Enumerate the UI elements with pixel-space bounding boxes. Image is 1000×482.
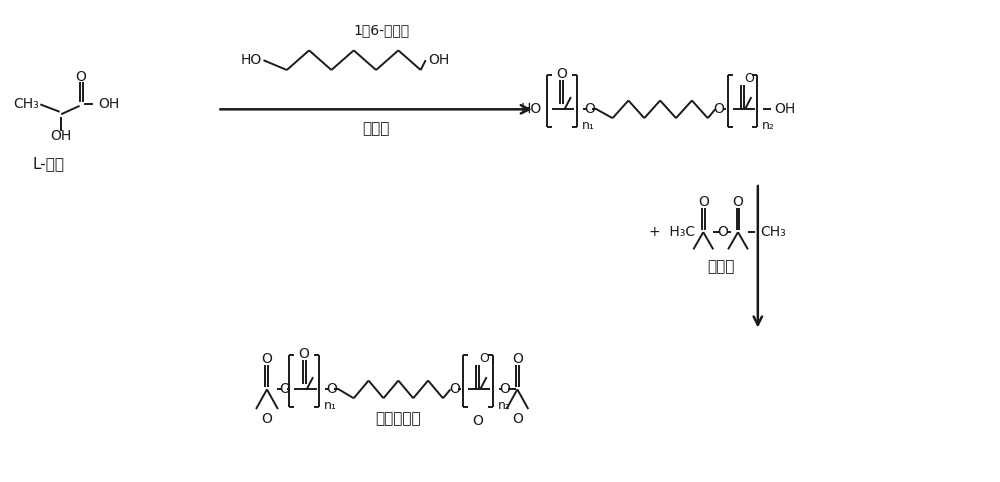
Text: O: O [279, 382, 290, 396]
Text: CH₃: CH₃ [13, 97, 39, 111]
Text: n₁: n₁ [324, 399, 337, 412]
Text: O: O [584, 102, 595, 116]
Text: O: O [299, 347, 310, 361]
Text: O: O [714, 102, 725, 116]
Text: OH: OH [775, 102, 796, 116]
Text: n₂: n₂ [498, 399, 510, 412]
Text: O: O [718, 225, 729, 239]
Text: OH: OH [98, 97, 120, 111]
Text: 乙酸鄢: 乙酸鄢 [707, 259, 734, 274]
Text: O: O [262, 352, 272, 366]
Text: +  H₃C: + H₃C [649, 225, 695, 239]
Text: O: O [449, 382, 460, 396]
Text: L-乳酸: L-乳酸 [33, 156, 65, 171]
Text: 1，6-己二醇: 1，6-己二醇 [353, 24, 409, 38]
Text: O: O [472, 415, 483, 428]
Text: HO: HO [521, 102, 542, 116]
Text: 催化剂: 催化剂 [362, 121, 390, 136]
Text: n₂: n₂ [762, 119, 775, 132]
Text: O: O [479, 352, 489, 365]
Text: O: O [512, 412, 523, 426]
Text: OH: OH [51, 129, 72, 143]
Text: O: O [76, 70, 86, 84]
Text: OH: OH [428, 53, 449, 67]
Text: CH₃: CH₃ [760, 225, 786, 239]
Text: O: O [500, 382, 510, 396]
Text: O: O [698, 195, 709, 209]
Text: n₁: n₁ [582, 119, 595, 132]
Text: HO: HO [241, 53, 262, 67]
Text: 酯类改性剂: 酯类改性剂 [376, 411, 421, 427]
Text: O: O [744, 72, 754, 85]
Text: O: O [733, 195, 743, 209]
Text: O: O [326, 382, 337, 396]
Text: O: O [262, 412, 272, 426]
Text: O: O [557, 67, 567, 81]
Text: O: O [512, 352, 523, 366]
